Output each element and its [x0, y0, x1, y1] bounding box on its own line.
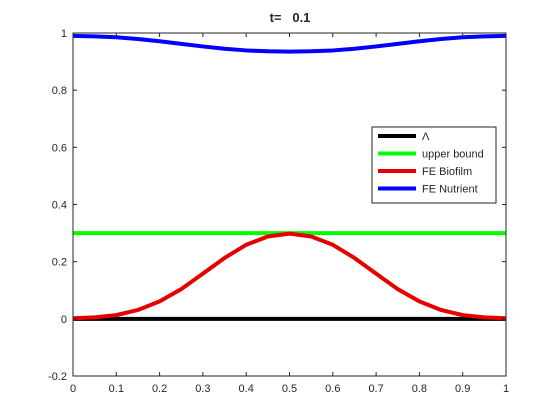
y-tick-label: 0.8	[52, 85, 67, 97]
legend-label-2: FE Biofilm	[422, 166, 472, 178]
x-tick-label: 0.2	[152, 383, 167, 395]
series-line-2	[72, 231, 507, 321]
legend-label-1: upper bound	[422, 149, 484, 161]
legend-label-0: Λ	[422, 131, 430, 143]
legend-label-3: FE Nutrient	[422, 184, 478, 196]
x-tick-label: 0.3	[195, 383, 210, 395]
y-tick-label: 0.4	[52, 200, 67, 212]
x-tick-label: 0.1	[109, 383, 124, 395]
y-tick-label: -0.2	[48, 371, 67, 383]
axes-background	[73, 33, 506, 376]
x-tick-label: 0.7	[368, 383, 383, 395]
y-tick-label: 0.6	[52, 142, 67, 154]
y-tick-label: 0	[61, 314, 67, 326]
y-tick-label: 1	[61, 28, 67, 40]
x-axis: 0 0.1 0.2 0.3 0.4 0.5 0.6 0.7 0.8 0.9 1	[70, 33, 509, 395]
x-tick-label: 0	[70, 383, 76, 395]
series-line-3	[72, 33, 507, 54]
x-tick-label: 1	[503, 383, 509, 395]
x-tick-label: 0.6	[325, 383, 340, 395]
chart-title: t= 0.1	[270, 10, 311, 25]
y-tick-label: 0.2	[52, 257, 67, 269]
x-tick-label: 0.9	[455, 383, 470, 395]
x-tick-label: 0.8	[412, 383, 427, 395]
y-axis: -0.2 0 0.2 0.4 0.6 0.8 1	[48, 28, 506, 383]
x-tick-label: 0.4	[239, 383, 254, 395]
plot-axes: 0 0.1 0.2 0.3 0.4 0.5 0.6 0.7 0.8 0.9 1 -0.200.20.…	[48, 28, 509, 395]
series-layer	[72, 33, 507, 321]
x-tick-label: 0.5	[282, 383, 297, 395]
